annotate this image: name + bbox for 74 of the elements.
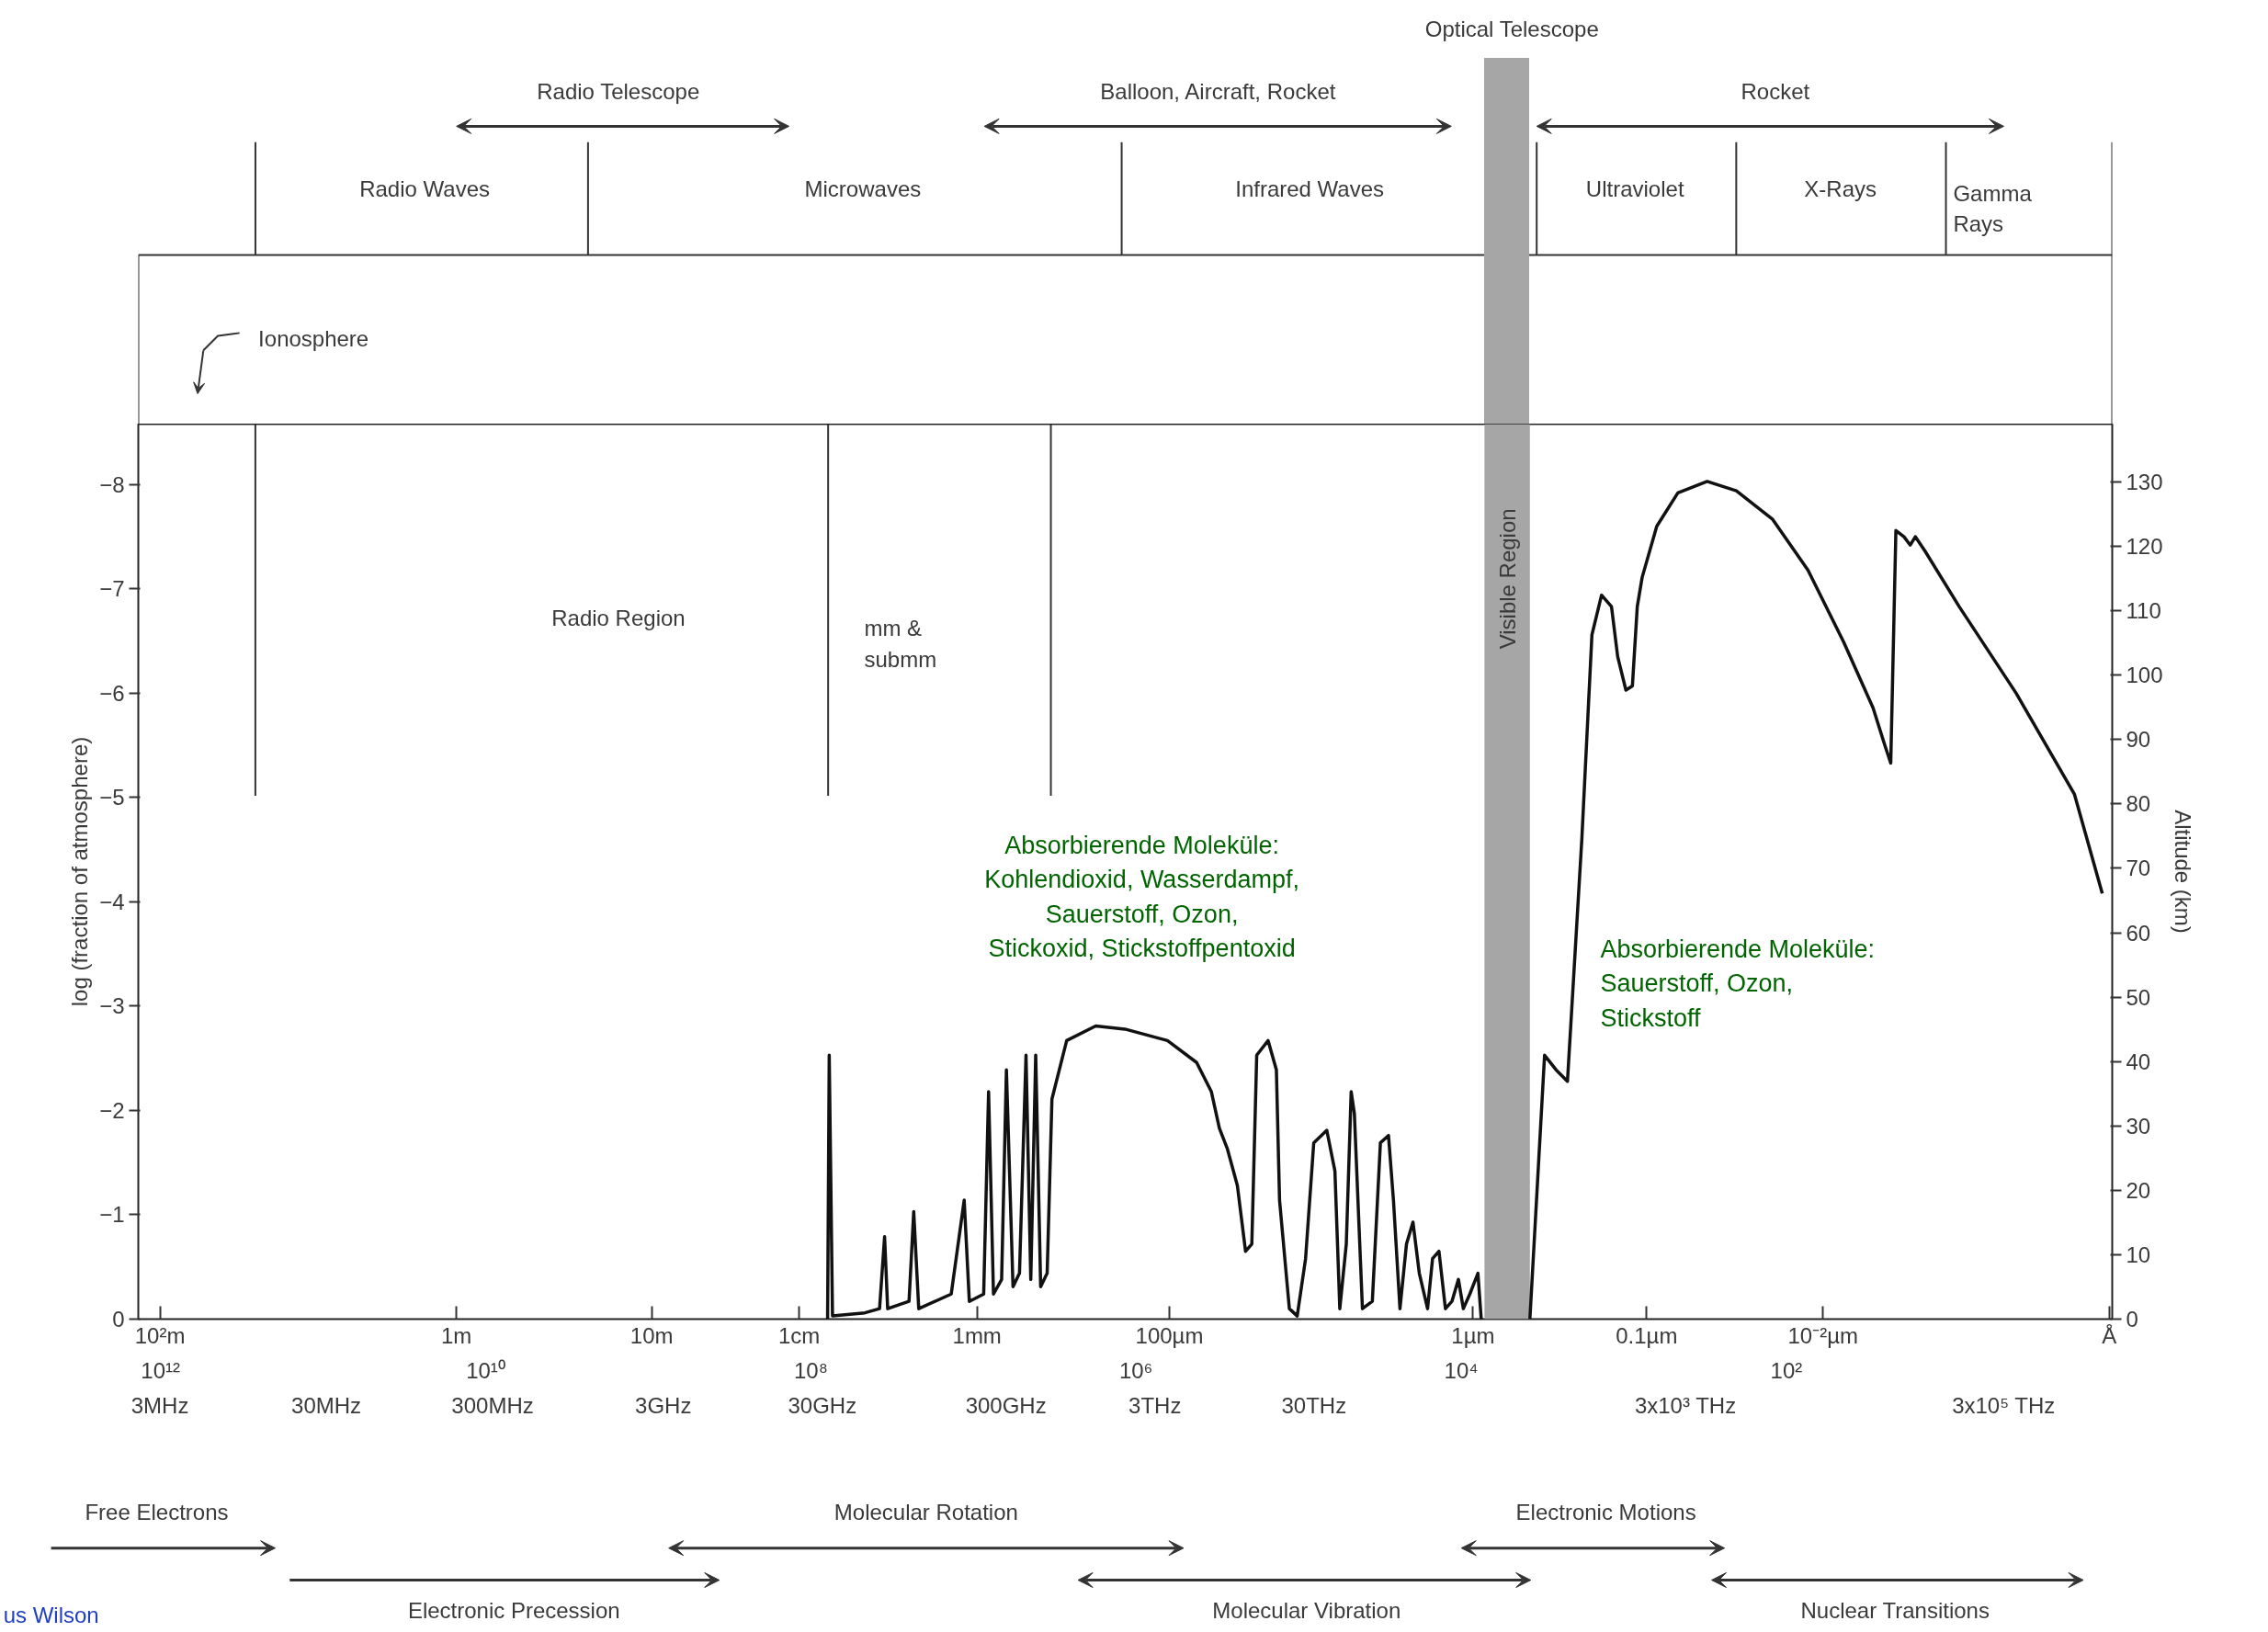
text: 1cm (777, 1322, 821, 1348)
text: 3THz (1128, 1392, 1182, 1418)
y2-tick-label: 50 (2126, 984, 2151, 1010)
text: 30GHz (788, 1392, 857, 1418)
text: 10²m (134, 1322, 186, 1348)
y-tick-label: −6 (99, 680, 125, 706)
text: Radio Waves (359, 176, 491, 201)
text: Radio Telescope (537, 79, 700, 105)
y2-tick-label: 40 (2126, 1048, 2151, 1074)
text: 1m (441, 1322, 472, 1348)
y-tick-label: −7 (99, 576, 125, 602)
y-axis-title: log (fraction of atmosphere) (67, 736, 93, 1007)
y-tick-label: −3 (99, 993, 125, 1019)
text: Free Electrons (85, 1499, 229, 1524)
y2-axis-title: Altitude (km) (2170, 810, 2195, 934)
text: 30THz (1281, 1392, 1347, 1418)
text: 30MHz (291, 1392, 362, 1418)
y2-tick-label: 70 (2126, 856, 2151, 881)
text: 300MHz (451, 1392, 534, 1418)
annotation: mm & submm (864, 616, 937, 673)
y2-tick-label: 0 (2126, 1307, 2138, 1332)
text: 1mm (952, 1322, 1002, 1348)
y-tick-label: −2 (99, 1097, 125, 1123)
x-tick-label: 10¹² (141, 1357, 181, 1383)
y-tick-label: 0 (112, 1307, 125, 1332)
x-tick-label: 10¹⁰ (466, 1357, 505, 1383)
text: 100µm (1135, 1322, 1204, 1348)
band-label: Visible Region (1494, 508, 1520, 650)
text: Microwaves (804, 176, 922, 201)
y-tick-label: −5 (99, 785, 125, 810)
text: Optical Telescope (1424, 17, 1599, 42)
text: Nuclear Transitions (1800, 1598, 1990, 1624)
text: us Wilson (3, 1603, 99, 1627)
text: Electronic Precession (407, 1598, 620, 1624)
x-tick-label: 10⁶ (1118, 1357, 1153, 1383)
text: 0.1µm (1616, 1322, 1678, 1348)
y-tick-label: −4 (99, 889, 125, 914)
y2-tick-label: 80 (2126, 791, 2151, 817)
text: Gamma Rays (1953, 180, 2033, 237)
y-tick-label: −1 (99, 1202, 125, 1228)
y2-tick-label: 130 (2126, 470, 2163, 495)
text: Electronic Motions (1515, 1499, 1696, 1524)
text: 300GHz (965, 1392, 1047, 1418)
text: 3GHz (635, 1392, 692, 1418)
x-tick-label: 10⁴ (1444, 1357, 1479, 1383)
y2-tick-label: 60 (2126, 920, 2151, 946)
y2-tick-label: 30 (2126, 1113, 2151, 1139)
text: Ionosphere (258, 326, 369, 352)
y2-tick-label: 100 (2126, 663, 2163, 688)
y2-tick-label: 20 (2126, 1177, 2151, 1203)
text: Ultraviolet (1585, 176, 1684, 201)
text: 3x10³ THz (1634, 1392, 1737, 1418)
text: 3MHz (130, 1392, 189, 1418)
text: Molecular Vibration (1212, 1598, 1401, 1624)
text: 10⁻²µm (1787, 1322, 1859, 1348)
annotation: Absorbierende Moleküle: Sauerstoff, Ozon, Stickstoff (1600, 935, 1876, 1032)
text: Å (2102, 1322, 2117, 1348)
x-tick-label: 10² (1770, 1357, 1803, 1383)
y2-tick-label: 90 (2126, 727, 2151, 753)
y2-tick-label: 120 (2126, 534, 2163, 560)
y2-tick-label: 10 (2126, 1241, 2151, 1267)
text: Infrared Waves (1235, 176, 1385, 201)
text: Molecular Rotation (833, 1499, 1018, 1524)
y-tick-label: −8 (99, 471, 125, 497)
y2-tick-label: 110 (2126, 598, 2161, 624)
annotation: Absorbierende Moleküle: Kohlendioxid, Wasserdampf, Sauerstoff, Ozon, Stickoxid, Stickstoffpentoxid (984, 831, 1299, 963)
text: X-Rays (1804, 176, 1877, 201)
text: Rocket (1741, 79, 1810, 105)
text: Balloon, Aircraft, Rocket (1100, 79, 1336, 105)
x-tick-label: 10⁸ (793, 1357, 828, 1383)
text: 1µm (1451, 1322, 1495, 1348)
text: 10m (629, 1322, 674, 1348)
text: 3x10⁵ THz (1952, 1392, 2056, 1418)
annotation: Radio Region (551, 605, 686, 630)
